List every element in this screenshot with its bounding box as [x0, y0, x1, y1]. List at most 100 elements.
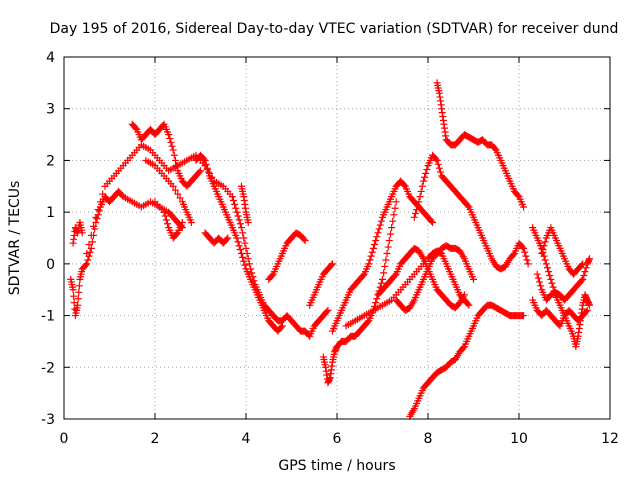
series-track-17: [410, 151, 532, 273]
chart-title: Day 195 of 2016, Sidereal Day-to-day VTE…: [50, 21, 619, 37]
data-point: [324, 306, 332, 314]
data-point: [92, 213, 100, 221]
data-point: [86, 248, 94, 256]
data-point: [83, 260, 91, 268]
data-point: [373, 295, 381, 303]
data-point: [242, 244, 250, 252]
data-point: [201, 156, 209, 164]
data-point: [368, 248, 376, 256]
data-point: [187, 218, 195, 226]
data-point: [90, 222, 98, 230]
data-point: [161, 212, 169, 220]
series-track-18: [433, 79, 528, 211]
data-point: [581, 268, 589, 276]
data-point: [518, 243, 526, 251]
data-point: [373, 233, 381, 241]
data-point: [169, 182, 177, 190]
x-tick-label: 8: [424, 431, 433, 447]
data-point: [437, 168, 445, 176]
data-point: [421, 173, 429, 181]
data-point: [237, 224, 245, 232]
data-point: [203, 164, 211, 172]
data-point: [234, 212, 242, 220]
data-point: [166, 134, 174, 142]
y-tick-label: -1: [41, 309, 55, 325]
data-point: [235, 242, 243, 250]
data-point: [535, 278, 543, 286]
data-point: [224, 234, 232, 242]
data-point: [379, 275, 386, 283]
series-track-16: [392, 242, 477, 314]
data-point: [244, 218, 252, 226]
data-point: [169, 146, 177, 154]
data-point: [541, 238, 549, 246]
data-point: [367, 252, 375, 260]
data-point: [233, 234, 241, 242]
data-point: [523, 256, 531, 264]
series-track-11: [306, 260, 336, 309]
data-point: [96, 198, 104, 206]
data-point: [176, 194, 184, 202]
series-track-22: [538, 224, 587, 278]
series-track-5: [142, 156, 195, 226]
data-point: [372, 299, 380, 307]
data-point: [132, 124, 140, 132]
data-point: [522, 252, 530, 260]
data-point: [327, 261, 335, 269]
series-track-10: [265, 229, 309, 283]
series-track-7: [192, 151, 286, 335]
data-point: [162, 216, 170, 224]
data-point: [239, 253, 247, 261]
data-point: [359, 271, 367, 279]
data-point: [375, 225, 383, 233]
data-point: [365, 260, 373, 268]
data-point: [245, 260, 253, 268]
data-point: [95, 207, 103, 215]
x-tick-label: 12: [601, 431, 619, 447]
data-points-layer: [67, 79, 594, 420]
data-point: [520, 203, 528, 211]
data-point: [580, 271, 588, 279]
data-point: [391, 271, 399, 279]
data-point: [547, 275, 555, 283]
data-point: [386, 230, 394, 238]
data-point: [75, 282, 83, 290]
data-point: [278, 322, 286, 330]
data-point: [400, 181, 408, 189]
data-point: [364, 318, 372, 326]
y-tick-label: -2: [41, 360, 55, 376]
data-point: [582, 308, 590, 316]
data-point: [223, 235, 231, 243]
data-point: [545, 268, 553, 276]
data-point: [277, 323, 285, 331]
data-point: [234, 238, 242, 246]
data-point: [422, 169, 430, 177]
data-point: [417, 187, 425, 195]
data-point: [171, 156, 179, 164]
data-point: [372, 237, 380, 245]
data-point: [389, 217, 397, 225]
data-point: [521, 248, 529, 256]
data-point: [87, 244, 95, 252]
data-point: [390, 211, 398, 219]
data-point: [178, 218, 186, 226]
data-point: [82, 261, 90, 269]
data-point: [419, 177, 427, 185]
data-point: [423, 165, 431, 173]
data-point: [579, 260, 587, 268]
data-point: [410, 213, 418, 221]
data-point: [435, 164, 443, 172]
data-point: [384, 243, 392, 251]
data-point: [171, 186, 179, 194]
data-point: [268, 271, 276, 279]
data-point: [549, 283, 557, 291]
data-point: [197, 167, 204, 175]
data-point: [237, 250, 245, 258]
data-point: [509, 251, 517, 259]
data-point: [380, 269, 388, 277]
y-tick-label: 0: [46, 257, 55, 273]
data-point: [388, 224, 396, 232]
data-point: [94, 206, 102, 214]
data-point: [300, 235, 308, 243]
data-point: [366, 256, 374, 264]
